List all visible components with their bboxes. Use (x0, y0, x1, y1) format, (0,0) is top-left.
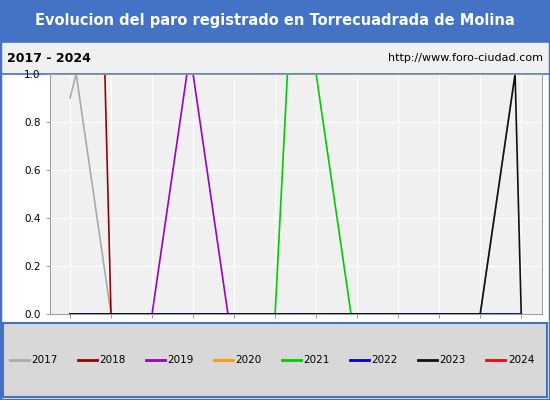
Text: http://www.foro-ciudad.com: http://www.foro-ciudad.com (388, 53, 543, 63)
Text: 2023: 2023 (439, 355, 466, 365)
Text: 2017: 2017 (31, 355, 58, 365)
Text: 2022: 2022 (372, 355, 398, 365)
Text: Evolucion del paro registrado en Torrecuadrada de Molina: Evolucion del paro registrado en Torrecu… (35, 14, 515, 28)
Text: 2017 - 2024: 2017 - 2024 (7, 52, 90, 64)
Text: 2019: 2019 (167, 355, 194, 365)
Text: 2021: 2021 (304, 355, 330, 365)
Text: 2024: 2024 (508, 355, 534, 365)
Text: 2018: 2018 (100, 355, 126, 365)
Text: 2020: 2020 (235, 355, 262, 365)
